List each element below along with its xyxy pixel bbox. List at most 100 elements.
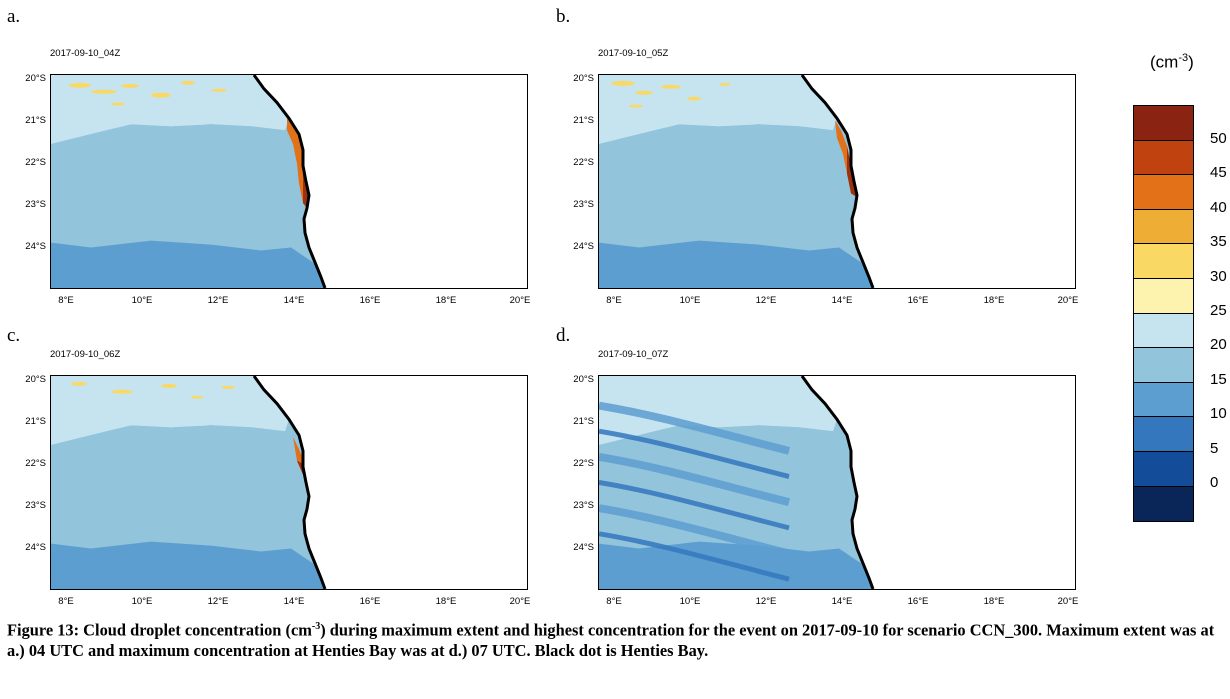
colorbar-segment bbox=[1134, 278, 1193, 314]
lon-tick-label: 18°E bbox=[435, 295, 457, 306]
lon-tick-label: 16°E bbox=[907, 596, 929, 607]
high-concentration-patch bbox=[661, 84, 681, 89]
land bbox=[802, 376, 1075, 589]
lat-tick-label: 24°S bbox=[25, 241, 46, 252]
coastline bbox=[252, 376, 327, 589]
figure-caption: Figure 13: Cloud droplet concentration (… bbox=[7, 620, 1215, 661]
lon-tick-label: 8°E bbox=[606, 596, 622, 607]
high-concentration-patch bbox=[69, 82, 91, 88]
streak bbox=[599, 531, 790, 582]
high-concentration-patch bbox=[221, 385, 235, 389]
map-plot-area bbox=[599, 75, 1075, 288]
high-concentration-patch bbox=[191, 395, 203, 399]
lat-tick-label: 21°S bbox=[25, 416, 46, 427]
coastline bbox=[800, 75, 875, 288]
high-concentration-patch bbox=[71, 381, 87, 386]
colorbar-tick-label: 20 bbox=[1210, 336, 1227, 354]
lon-tick-label: 8°E bbox=[58, 295, 74, 306]
colorbar-tick-label: 50 bbox=[1210, 130, 1227, 147]
colorbar-segment bbox=[1134, 140, 1193, 176]
panel-c-letter: c. bbox=[7, 325, 21, 346]
lat-tick-label: 24°S bbox=[25, 542, 46, 553]
high-concentration-patch bbox=[629, 104, 643, 108]
map-plot-area bbox=[51, 376, 527, 589]
lat-tick-label: 21°S bbox=[573, 115, 594, 126]
lon-tick-label: 16°E bbox=[359, 596, 381, 607]
land bbox=[254, 376, 527, 589]
colorbar-segment bbox=[1134, 348, 1193, 383]
colorbar-tick-label: 0 bbox=[1210, 474, 1219, 491]
colorbar-segment bbox=[1134, 106, 1193, 141]
lat-tick-label: 23°S bbox=[573, 199, 594, 210]
high-concentration-patch bbox=[719, 82, 731, 86]
high-concentration-patch bbox=[611, 80, 635, 86]
lon-tick-label: 18°E bbox=[983, 295, 1005, 306]
streak bbox=[599, 428, 790, 479]
colorbar-segment bbox=[1134, 175, 1193, 210]
colorbar-segment bbox=[1134, 451, 1193, 487]
map-panel-c bbox=[50, 375, 528, 590]
colorbar-segment bbox=[1134, 486, 1193, 522]
high-concentration-patch bbox=[111, 102, 125, 106]
lat-tick-label: 22°S bbox=[25, 458, 46, 469]
concentration-band bbox=[51, 376, 289, 446]
concentration-band bbox=[51, 541, 325, 589]
lat-tick-label: 20°S bbox=[573, 374, 594, 385]
lat-tick-label: 20°S bbox=[25, 374, 46, 385]
lat-tick-label: 20°S bbox=[25, 73, 46, 84]
map-plot-area bbox=[599, 376, 1075, 589]
lon-tick-label: 18°E bbox=[435, 596, 457, 607]
coastline bbox=[800, 376, 875, 589]
lon-tick-label: 14°E bbox=[831, 596, 853, 607]
colorbar-tick-label: 40 bbox=[1210, 198, 1227, 216]
lat-tick-label: 23°S bbox=[573, 500, 594, 511]
colorbar-tick-label: 15 bbox=[1210, 370, 1227, 388]
colorbar-segment bbox=[1134, 417, 1193, 452]
colorbar-segment bbox=[1134, 209, 1193, 245]
panel-d-letter: d. bbox=[556, 325, 571, 346]
lon-tick-label: 18°E bbox=[983, 596, 1005, 607]
colorbar-tick-label: 10 bbox=[1210, 405, 1227, 423]
lon-tick-label: 8°E bbox=[58, 596, 74, 607]
colorbar-segment bbox=[1134, 382, 1193, 418]
panel-b-timestamp: 2017-09-10_05Z bbox=[598, 48, 669, 59]
lat-tick-label: 22°S bbox=[573, 458, 594, 469]
lon-tick-label: 16°E bbox=[359, 295, 381, 306]
colorbar-tick-label: 25 bbox=[1210, 302, 1227, 319]
lat-tick-label: 23°S bbox=[25, 500, 46, 511]
colorbar-tick-label: 5 bbox=[1210, 439, 1219, 457]
high-concentration-patch bbox=[687, 96, 701, 101]
concentration-band bbox=[599, 75, 837, 145]
lon-tick-label: 20°E bbox=[1057, 596, 1079, 607]
concentration-band bbox=[599, 376, 837, 446]
lon-tick-label: 10°E bbox=[131, 596, 153, 607]
lon-tick-label: 10°E bbox=[131, 295, 153, 306]
lon-tick-label: 14°E bbox=[283, 295, 305, 306]
panel-b-letter: b. bbox=[556, 6, 571, 27]
land bbox=[802, 75, 1075, 288]
colorbar-tick-label: 35 bbox=[1210, 233, 1227, 251]
high-concentration-patch bbox=[121, 83, 139, 88]
lat-tick-label: 22°S bbox=[25, 157, 46, 168]
map-panel-a bbox=[50, 74, 528, 289]
streak bbox=[599, 452, 790, 507]
map-plot-area bbox=[51, 75, 527, 288]
lon-tick-label: 20°E bbox=[509, 295, 531, 306]
lon-tick-label: 8°E bbox=[606, 295, 622, 306]
lat-tick-label: 24°S bbox=[573, 241, 594, 252]
lat-tick-label: 23°S bbox=[25, 199, 46, 210]
colorbar-tick-label: 45 bbox=[1210, 164, 1227, 182]
high-concentration-patch bbox=[151, 92, 171, 98]
land bbox=[254, 75, 527, 288]
high-concentration-patch bbox=[211, 88, 227, 92]
panel-a-letter: a. bbox=[7, 6, 21, 27]
streak bbox=[599, 555, 744, 589]
lat-tick-label: 21°S bbox=[25, 115, 46, 126]
map-panel-b bbox=[598, 74, 1076, 289]
lon-tick-label: 10°E bbox=[679, 295, 701, 306]
streak bbox=[599, 401, 790, 455]
streak bbox=[599, 480, 790, 531]
concentration-band bbox=[51, 240, 325, 288]
streak bbox=[599, 504, 790, 558]
colorbar-unit: (cm-3) bbox=[1150, 52, 1194, 72]
